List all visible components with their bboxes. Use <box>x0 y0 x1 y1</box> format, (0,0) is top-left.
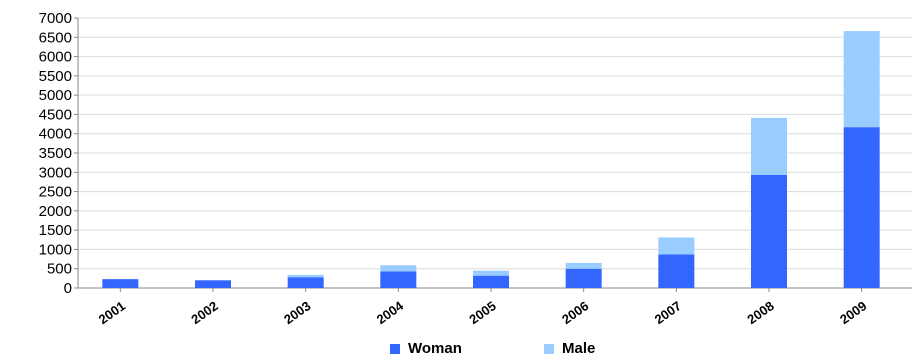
y-tick-label: 4000 <box>39 126 72 143</box>
y-tick-label: 0 <box>64 280 72 297</box>
legend-label-male: Male <box>562 340 596 357</box>
y-tick-label: 7000 <box>39 10 72 27</box>
bar-woman-2006[interactable] <box>565 268 602 288</box>
bar-male-2003[interactable] <box>287 274 324 278</box>
y-tick-label: 500 <box>47 261 72 278</box>
bar-woman-2001[interactable] <box>102 279 139 288</box>
x-tick-label: 2004 <box>374 298 407 327</box>
bar-male-2006[interactable] <box>565 262 602 269</box>
bar-woman-2007[interactable] <box>658 254 695 288</box>
bar-male-2009[interactable] <box>843 31 880 128</box>
legend-swatch-male <box>544 343 554 354</box>
legend-item-male[interactable]: Male <box>544 340 595 357</box>
legend-label-woman: Woman <box>408 340 462 357</box>
x-tick-label: 2002 <box>188 298 220 327</box>
y-tick-label: 6000 <box>39 49 72 66</box>
y-tick-label: 1500 <box>39 222 72 239</box>
y-tick-label: 6500 <box>39 29 72 46</box>
y-tick-label: 4500 <box>39 106 72 123</box>
x-tick-label: 2001 <box>96 298 128 327</box>
x-tick-label: 2009 <box>837 298 869 327</box>
legend-swatch-woman <box>390 343 400 354</box>
y-tick-label: 2000 <box>39 203 72 220</box>
bar-male-2005[interactable] <box>473 270 509 276</box>
bars <box>102 31 880 289</box>
y-axis-ticks: 0 500 1000 1500 2000 2500 3000 3500 4000 4500 5000… <box>39 10 78 297</box>
y-tick-label: 3000 <box>39 164 72 181</box>
bar-male-2004[interactable] <box>380 265 417 272</box>
grid-lines <box>78 17 912 270</box>
bar-woman-2009[interactable] <box>843 127 880 289</box>
y-tick-label: 3500 <box>39 145 72 162</box>
bar-male-2008[interactable] <box>751 117 787 175</box>
bar-male-2007[interactable] <box>658 237 695 255</box>
x-tick-label: 2003 <box>281 298 313 327</box>
bar-woman-2005[interactable] <box>473 275 509 288</box>
bar-woman-2008[interactable] <box>751 174 787 288</box>
bar-woman-2002[interactable] <box>195 280 231 288</box>
bar-woman-2003[interactable] <box>287 277 324 288</box>
y-tick-label: 5500 <box>39 68 72 85</box>
y-tick-label: 2500 <box>39 184 72 201</box>
bar-woman-2004[interactable] <box>380 271 417 288</box>
x-axis-ticks: 2001 2002 2003 2004 2005 2006 2007 2008 2009 <box>96 288 869 327</box>
legend-item-woman[interactable]: Woman <box>390 340 462 357</box>
legend: Woman Male <box>0 340 916 360</box>
x-tick-label: 2005 <box>466 298 498 327</box>
y-tick-label: 5000 <box>39 87 72 104</box>
x-tick-label: 2008 <box>744 298 776 327</box>
x-tick-label: 2007 <box>652 298 684 327</box>
y-tick-label: 1000 <box>39 241 72 258</box>
x-tick-label: 2006 <box>559 298 591 327</box>
